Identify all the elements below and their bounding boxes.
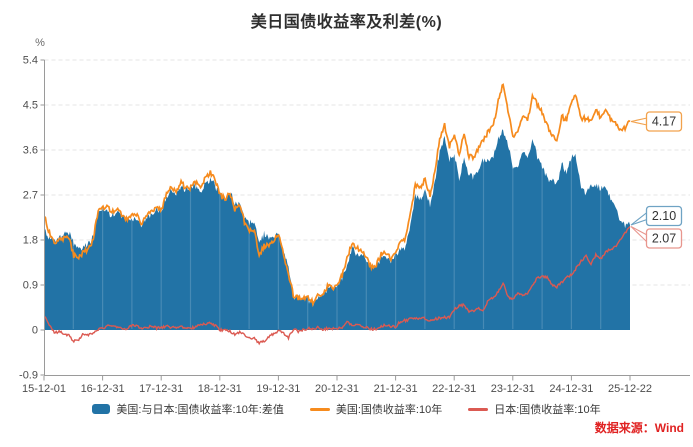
y-tick-label: 0 <box>32 325 38 337</box>
y-tick-label: 5.4 <box>23 55 38 67</box>
y-tick-label: -0.9 <box>19 370 38 382</box>
spread-area-series <box>44 129 630 330</box>
us-yield-line-series <box>43 83 631 308</box>
legend-label-us: 美国:国债收益率:10年 <box>335 404 443 416</box>
spread-area-swatch-icon <box>92 404 111 414</box>
y-tick-label: 3.6 <box>23 145 38 157</box>
callout-jp: 2.07 <box>630 226 683 249</box>
us-line-swatch-icon <box>309 407 330 411</box>
data-source-credit: 数据来源：Wind <box>594 421 684 435</box>
x-tick-label: 23-12-31 <box>491 383 535 395</box>
x-tick-label: 25-12-22 <box>608 383 652 395</box>
y-tick-label: 0.9 <box>23 280 38 292</box>
callout-value: 2.10 <box>652 209 676 223</box>
callout-value: 4.17 <box>652 115 676 129</box>
x-tick-label: 16-12-31 <box>81 383 125 395</box>
x-tick-label: 18-12-31 <box>198 383 242 395</box>
callout-us: 4.17 <box>630 111 683 132</box>
y-axis-ticks: 5.4 4.5 3.6 2.7 1.8 0.9 0 -0.9 <box>19 55 45 382</box>
y-tick-label: 2.7 <box>23 190 38 202</box>
y-tick-label: 4.5 <box>23 100 38 112</box>
x-tick-label: 24-12-31 <box>549 383 593 395</box>
legend: 美国:与日本:国债收益率:10年:差值 美国:国债收益率:10年 日本:国债收益… <box>0 401 693 417</box>
legend-item-us: 美国:国债收益率:10年 <box>309 401 443 417</box>
legend-item-jp: 日本:国债收益率:10年 <box>468 401 601 417</box>
x-tick-label: 19-12-31 <box>256 383 300 395</box>
x-tick-label: 15-12-01 <box>22 383 66 395</box>
callout-spread: 2.10 <box>630 205 683 227</box>
jp-line-swatch-icon <box>468 407 489 411</box>
jp-yield-line-series <box>44 226 631 346</box>
callout-value: 2.07 <box>652 232 676 246</box>
legend-item-spread: 美国:与日本:国债收益率:10年:差值 <box>92 401 284 417</box>
x-tick-label: 17-12-31 <box>139 383 183 395</box>
legend-label-jp: 日本:国债收益率:10年 <box>494 404 601 416</box>
x-tick-label: 20-12-31 <box>315 383 359 395</box>
x-tick-label: 21-12-31 <box>374 383 418 395</box>
chart-title: 美日国债收益率及利差(%) <box>250 14 443 31</box>
legend-label-spread: 美国:与日本:国债收益率:10年:差值 <box>116 404 284 416</box>
x-tick-label: 22-12-31 <box>432 383 476 395</box>
x-axis-ticks: 15-12-01 16-12-31 17-12-31 18-12-31 19-12-31… <box>22 376 652 395</box>
area-stripes <box>72 62 602 329</box>
axes <box>44 60 690 376</box>
y-tick-label: 1.8 <box>23 235 38 247</box>
y-axis-unit-label: % <box>35 37 45 49</box>
